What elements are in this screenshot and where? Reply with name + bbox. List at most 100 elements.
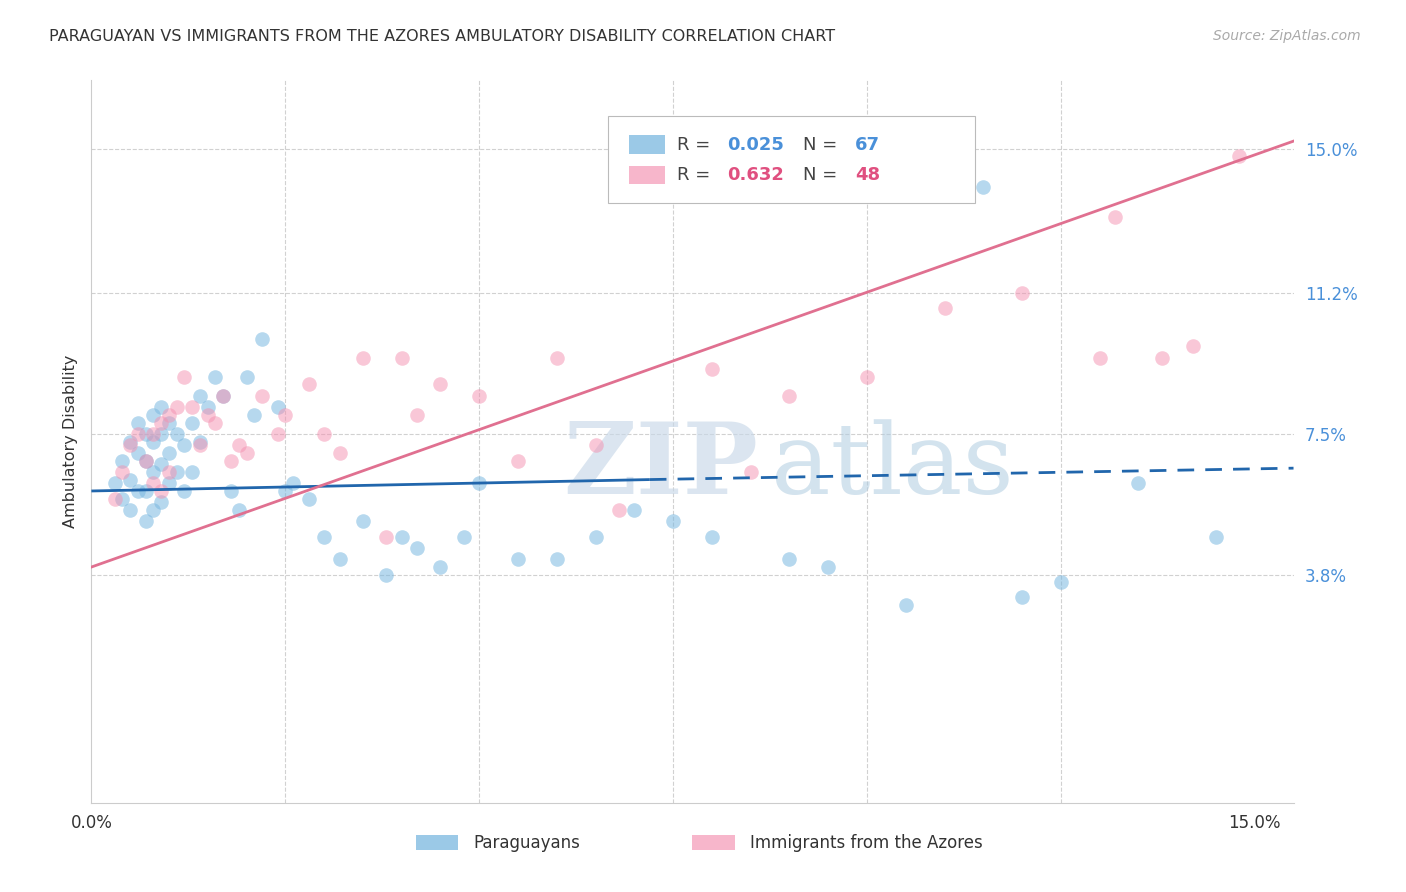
Point — [157, 476, 180, 491]
Text: N =: N = — [803, 166, 844, 184]
Point — [197, 408, 219, 422]
Point — [127, 446, 149, 460]
Point — [219, 453, 242, 467]
Point — [312, 426, 335, 441]
Point — [142, 408, 165, 422]
Point — [111, 465, 134, 479]
Point — [188, 389, 211, 403]
Point — [740, 465, 762, 479]
Point — [104, 491, 127, 506]
Point — [104, 476, 127, 491]
Point — [120, 473, 142, 487]
Bar — [628, 136, 665, 154]
Point — [142, 503, 165, 517]
Point — [228, 438, 250, 452]
Text: Paraguayans: Paraguayans — [474, 833, 581, 852]
Point — [188, 434, 211, 449]
Point — [1181, 339, 1204, 353]
Point — [228, 503, 250, 517]
Point — [329, 552, 352, 566]
Point — [585, 438, 607, 452]
Point — [127, 483, 149, 498]
Y-axis label: Ambulatory Disability: Ambulatory Disability — [62, 355, 77, 528]
Point — [150, 495, 173, 509]
Text: Immigrants from the Azores: Immigrants from the Azores — [751, 833, 983, 852]
Point — [894, 598, 917, 612]
Point — [135, 483, 157, 498]
Point — [150, 401, 173, 415]
Point — [856, 370, 879, 384]
Point — [506, 453, 529, 467]
Point — [235, 446, 257, 460]
Point — [120, 434, 142, 449]
Point — [375, 530, 398, 544]
Text: R =: R = — [676, 136, 716, 153]
Point — [142, 476, 165, 491]
Point — [150, 426, 173, 441]
Point — [173, 483, 195, 498]
Point — [250, 332, 273, 346]
Point — [391, 351, 413, 365]
Point — [1128, 476, 1150, 491]
Point — [352, 515, 374, 529]
Point — [274, 483, 297, 498]
Point — [406, 408, 429, 422]
Point — [607, 503, 630, 517]
Point — [972, 179, 994, 194]
Point — [934, 301, 956, 316]
Point — [250, 389, 273, 403]
Point — [585, 530, 607, 544]
Point — [312, 530, 335, 544]
Point — [181, 401, 204, 415]
Point — [173, 438, 195, 452]
Point — [120, 438, 142, 452]
Point — [406, 541, 429, 555]
Point — [1150, 351, 1173, 365]
Point — [157, 465, 180, 479]
Point — [135, 453, 157, 467]
Point — [135, 426, 157, 441]
Point — [281, 476, 304, 491]
Point — [700, 362, 723, 376]
Point — [142, 465, 165, 479]
Point — [429, 377, 451, 392]
Point — [1088, 351, 1111, 365]
Point — [127, 426, 149, 441]
Point — [173, 370, 195, 384]
Point — [111, 491, 134, 506]
Point — [546, 552, 568, 566]
Point — [157, 416, 180, 430]
Text: Source: ZipAtlas.com: Source: ZipAtlas.com — [1213, 29, 1361, 43]
Point — [150, 458, 173, 472]
Text: R =: R = — [676, 166, 716, 184]
Point — [429, 560, 451, 574]
Bar — [692, 835, 734, 850]
Point — [166, 401, 188, 415]
Bar — [628, 166, 665, 185]
Point — [197, 401, 219, 415]
Point — [1205, 530, 1227, 544]
Text: ZIP: ZIP — [564, 418, 759, 516]
Point — [297, 491, 319, 506]
Point — [120, 503, 142, 517]
Point — [700, 530, 723, 544]
Point — [468, 389, 491, 403]
Text: N =: N = — [803, 136, 844, 153]
Point — [204, 370, 226, 384]
Point — [150, 416, 173, 430]
Text: 48: 48 — [855, 166, 880, 184]
FancyBboxPatch shape — [609, 117, 974, 203]
Point — [111, 453, 134, 467]
Point — [219, 483, 242, 498]
Point — [1011, 286, 1033, 301]
Point — [391, 530, 413, 544]
Point — [453, 530, 475, 544]
Point — [817, 560, 839, 574]
Point — [375, 567, 398, 582]
Text: PARAGUAYAN VS IMMIGRANTS FROM THE AZORES AMBULATORY DISABILITY CORRELATION CHART: PARAGUAYAN VS IMMIGRANTS FROM THE AZORES… — [49, 29, 835, 44]
Point — [188, 438, 211, 452]
Point — [142, 434, 165, 449]
Point — [1227, 149, 1250, 163]
Point — [127, 416, 149, 430]
Point — [150, 483, 173, 498]
